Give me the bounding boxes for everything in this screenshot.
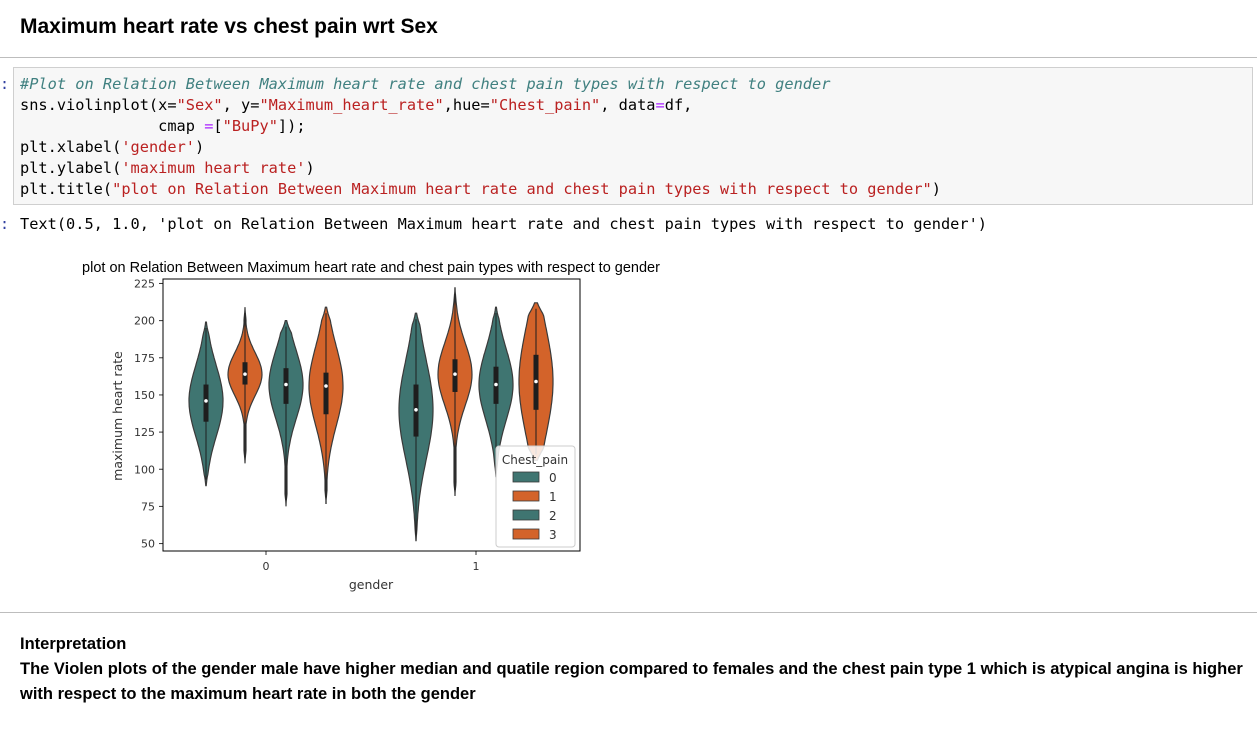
x-tick-label: 0 bbox=[263, 560, 270, 573]
code-token: ,hue= bbox=[443, 96, 490, 114]
code-token: "Maximum_heart_rate" bbox=[259, 96, 444, 114]
code-token: = bbox=[204, 117, 214, 135]
code-token: 'gender' bbox=[121, 138, 195, 156]
violin-chart: plot on Relation Between Maximum heart r… bbox=[82, 260, 660, 592]
legend: Chest_pain 0 1 2 3 bbox=[495, 445, 576, 548]
code-token: ) bbox=[195, 138, 205, 156]
violin-median bbox=[243, 372, 247, 376]
code-token: , data bbox=[600, 96, 656, 114]
code-token: , y= bbox=[222, 96, 260, 114]
violin-median bbox=[284, 382, 288, 387]
code-line: plt.xlabel('gender') bbox=[20, 137, 941, 158]
divider-top bbox=[0, 57, 1257, 58]
code-line: plt.ylabel('maximum heart rate') bbox=[20, 158, 941, 179]
plot-frame bbox=[162, 278, 581, 552]
code-line: cmap =["BuPy"]); bbox=[20, 116, 941, 137]
y-axis-ticks: 50 75 100 125 150 175 200 225 bbox=[134, 277, 163, 551]
input-prompt: : bbox=[0, 75, 10, 93]
legend-label: 3 bbox=[549, 528, 557, 542]
y-axis-label: maximum heart rate bbox=[110, 351, 125, 481]
code-token: plt.title( bbox=[20, 180, 113, 198]
divider-bottom bbox=[0, 612, 1257, 613]
violin-median bbox=[324, 384, 328, 388]
code-line: plt.title("plot on Relation Between Maxi… bbox=[20, 179, 941, 200]
code-token: [ bbox=[213, 117, 223, 135]
legend-label: 1 bbox=[549, 490, 557, 504]
code-token: "BuPy" bbox=[222, 117, 278, 135]
y-tick-label: 200 bbox=[134, 315, 155, 328]
violin-median bbox=[534, 379, 538, 384]
y-tick-label: 150 bbox=[134, 389, 155, 402]
legend-label: 0 bbox=[549, 471, 557, 485]
interpretation-body: The Violen plots of the gender male have… bbox=[20, 660, 1243, 703]
code-token: 'maximum heart rate' bbox=[121, 159, 306, 177]
interpretation-section: Interpretation The Violen plots of the g… bbox=[20, 632, 1250, 707]
legend-swatch bbox=[512, 528, 540, 540]
legend-swatch bbox=[512, 490, 540, 502]
y-tick-label: 125 bbox=[134, 426, 155, 439]
legend-label: 2 bbox=[549, 509, 557, 523]
y-tick-label: 50 bbox=[141, 538, 155, 551]
violin-median bbox=[453, 372, 457, 376]
x-tick-label: 1 bbox=[473, 560, 480, 573]
y-tick-label: 100 bbox=[134, 463, 155, 476]
code-line: #Plot on Relation Between Maximum heart … bbox=[20, 74, 941, 95]
output-text: Text(0.5, 1.0, 'plot on Relation Between… bbox=[20, 215, 987, 233]
code-token: df, bbox=[664, 96, 693, 114]
code-token: plt.xlabel( bbox=[20, 138, 122, 156]
code-token: sns.violinplot(x= bbox=[20, 96, 177, 114]
code-token: "Sex" bbox=[176, 96, 223, 114]
code-token: "plot on Relation Between Maximum heart … bbox=[112, 180, 932, 198]
legend-title: Chest_pain bbox=[502, 453, 568, 467]
violin-median bbox=[204, 399, 208, 403]
legend-swatch bbox=[512, 509, 540, 521]
code-cell[interactable]: #Plot on Relation Between Maximum heart … bbox=[13, 67, 1253, 205]
code-token: "Chest_pain" bbox=[489, 96, 601, 114]
x-axis-label: gender bbox=[349, 577, 394, 592]
y-tick-label: 175 bbox=[134, 352, 155, 365]
violin-iqr-box bbox=[203, 384, 209, 422]
output-prompt: : bbox=[0, 215, 10, 233]
code-token: cmap bbox=[20, 117, 205, 135]
code-token: ]); bbox=[277, 117, 306, 135]
y-tick-label: 225 bbox=[134, 277, 155, 290]
code-token: plt.ylabel( bbox=[20, 159, 122, 177]
code-editor[interactable]: #Plot on Relation Between Maximum heart … bbox=[20, 74, 941, 200]
y-tick-label: 75 bbox=[141, 500, 155, 513]
code-token: #Plot on Relation Between Maximum heart … bbox=[20, 75, 831, 93]
violins-group bbox=[188, 287, 554, 542]
section-heading: Maximum heart rate vs chest pain wrt Sex bbox=[20, 15, 438, 38]
code-line: sns.violinplot(x="Sex", y="Maximum_heart… bbox=[20, 95, 941, 116]
violin-iqr-box bbox=[323, 372, 329, 415]
chart-title: plot on Relation Between Maximum heart r… bbox=[82, 260, 660, 276]
code-token: ) bbox=[931, 180, 941, 198]
violin-median bbox=[494, 382, 498, 387]
violin-median bbox=[414, 407, 418, 412]
code-token: ) bbox=[305, 159, 315, 177]
interpretation-title: Interpretation bbox=[20, 635, 127, 653]
code-token: = bbox=[655, 96, 665, 114]
legend-swatch bbox=[512, 471, 540, 483]
